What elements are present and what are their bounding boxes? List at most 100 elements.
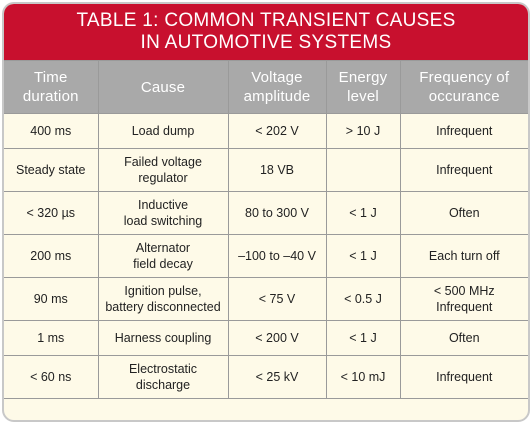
cell-text: discharge [135,378,191,392]
cell-text: < 25 kV [255,370,299,384]
cell-text: Infrequent [436,124,493,138]
cell-text: < 10 mJ [340,370,386,384]
cell-frequency-of-occurance: < 500 MHz Infrequent [399,277,528,321]
cell-energy-level: < 1 J [325,320,401,356]
table-row: 200 ms Alternator field decay –100 to –40 V… [4,234,528,278]
title-line-2: IN AUTOMOTIVE SYSTEMS [140,32,392,53]
column-header-time-duration: Time duration [4,60,99,114]
cell-text: battery disconnected [105,300,221,314]
cell-voltage-amplitude: –100 to –40 V [227,234,327,278]
cell-text: < 202 V [255,124,299,138]
table-row: Steady state Failed voltage regulator 18 VB… [4,148,528,192]
cell-voltage-amplitude: < 202 V [227,113,327,149]
cell-time-duration: 90 ms [4,277,99,321]
cell-voltage-amplitude: < 25 kV [227,355,327,399]
column-header-line: Energy [338,69,388,86]
cell-cause: Inductive load switching [97,191,229,235]
cell-text: Often [448,206,480,220]
cell-frequency-of-occurance: Infrequent [399,113,528,149]
table-row: 1 ms Harness coupling < 200 V < 1 J Often [4,320,528,356]
cell-time-duration: 200 ms [4,234,99,278]
cell-text: < 60 ns [30,370,72,384]
cell-text: < 75 V [258,292,296,306]
table-row: 400 ms Load dump < 202 V > 10 J Infrequent [4,113,528,149]
cell-voltage-amplitude: 18 VB [227,148,327,192]
cell-frequency-of-occurance: Infrequent [399,148,528,192]
column-header-line: Frequency of [419,69,510,86]
cell-cause: Electrostatic discharge [97,355,229,399]
cell-time-duration: < 60 ns [4,355,99,399]
column-header-line: Voltage [251,69,303,86]
cell-frequency-of-occurance: Often [399,320,528,356]
cell-text: Electrostatic [128,362,198,376]
cell-voltage-amplitude: 80 to 300 V [227,191,327,235]
cell-text: 90 ms [33,292,68,306]
title-line-1: TABLE 1: COMMON TRANSIENT CAUSES [76,10,456,31]
column-header-line: amplitude [243,88,311,105]
cell-time-duration: 400 ms [4,113,99,149]
cell-frequency-of-occurance: Each turn off [399,234,528,278]
cell-frequency-of-occurance: Infrequent [399,355,528,399]
column-header-line: occurance [428,88,500,105]
table-row: < 60 ns Electrostatic discharge < 25 kV < 10… [4,355,528,399]
cell-text: < 0.5 J [344,292,382,306]
column-header-line: Cause [140,78,186,96]
cell-frequency-of-occurance: Often [399,191,528,235]
cell-cause: Ignition pulse, battery disconnected [97,277,229,321]
cell-text: Infrequent [436,163,493,177]
column-header-line: Time [33,69,68,86]
column-header-frequency-of-occurance: Frequency of occurance [399,60,528,114]
cell-text: Steady state [16,163,86,177]
cell-text: 80 to 300 V [245,206,309,220]
column-header-line: level [347,88,379,105]
cell-energy-level: < 1 J [325,191,401,235]
cell-voltage-amplitude: < 75 V [227,277,327,321]
cell-energy-level: < 0.5 J [325,277,401,321]
column-header-line: duration [22,88,79,105]
cell-text: < 500 MHz [433,284,495,298]
cell-text: < 1 J [349,206,377,220]
cell-text: Failed voltage [124,155,202,169]
cell-cause: Alternator field decay [97,234,229,278]
cell-voltage-amplitude: < 200 V [227,320,327,356]
cell-text: Infrequent [436,300,493,314]
cell-energy-level: < 1 J [325,234,401,278]
cell-text: Alternator [135,241,191,255]
table-row: 90 ms Ignition pulse, battery disconnected… [4,277,528,321]
cell-text: 400 ms [30,124,72,138]
cell-text: < 1 J [349,331,377,345]
table-title: TABLE 1: COMMON TRANSIENT CAUSES IN AUTO… [4,4,528,60]
cell-text: Harness coupling [114,331,212,345]
column-header-cause: Cause [97,60,229,114]
cell-text: Each turn off [428,249,500,263]
cell-text: Ignition pulse, [124,284,202,298]
table-row: < 320 µs Inductive load switching 80 to 300… [4,191,528,235]
cell-text: > 10 J [345,124,381,138]
transient-causes-table: Time duration Cause Voltage amplitude Energy l… [4,60,528,399]
cell-cause: Load dump [97,113,229,149]
cell-text: < 320 µs [26,206,76,220]
cell-time-duration: < 320 µs [4,191,99,235]
column-header-energy-level: Energy level [325,60,401,114]
cell-text: Load dump [131,124,195,138]
cell-text: 1 ms [37,331,65,345]
header-row: Time duration Cause Voltage amplitude Energy l… [4,60,528,114]
cell-energy-level [325,148,401,192]
cell-text: < 1 J [349,249,377,263]
cell-text: Infrequent [436,370,493,384]
table-body: 400 ms Load dump < 202 V > 10 J Infrequent St… [4,113,528,399]
cell-text: Inductive [137,198,189,212]
cell-text: regulator [138,171,188,185]
cell-time-duration: Steady state [4,148,99,192]
cell-cause: Failed voltage regulator [97,148,229,192]
cell-text: 18 VB [259,163,295,177]
cell-text: < 200 V [255,331,299,345]
cell-energy-level: > 10 J [325,113,401,149]
cell-text: 200 ms [30,249,72,263]
column-header-voltage-amplitude: Voltage amplitude [227,60,327,114]
cell-text: field decay [133,257,193,271]
cell-energy-level: < 10 mJ [325,355,401,399]
cell-time-duration: 1 ms [4,320,99,356]
cell-text: –100 to –40 V [238,249,316,263]
